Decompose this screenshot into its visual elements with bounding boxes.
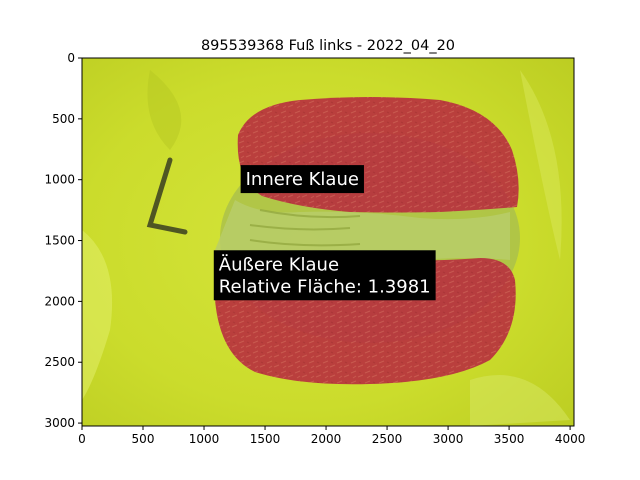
- x-tick-label: 4000: [555, 432, 586, 446]
- y-axis: 0 500 1000 1500 2000 2500 3000: [44, 51, 82, 430]
- y-tick-label: 1500: [44, 234, 75, 248]
- axes-frame: [81, 57, 575, 427]
- y-tick-label: 3000: [44, 416, 75, 430]
- x-axis: 0 500 1000 1500 2000 2500 3000 3500 4000: [78, 426, 585, 446]
- chart-title: 895539368 Fuß links - 2022_04_20: [201, 38, 455, 54]
- x-tick-label: 2500: [372, 432, 403, 446]
- annotation-label: Innere Klaue: [240, 165, 364, 194]
- x-tick-label: 3000: [433, 432, 464, 446]
- annotation-box: [213, 250, 436, 301]
- y-tick-label: 1000: [44, 173, 75, 187]
- x-tick-label: 3500: [494, 432, 525, 446]
- x-tick-label: 500: [132, 432, 155, 446]
- y-tick-label: 0: [67, 51, 75, 65]
- inner-claw-mask: [237, 97, 519, 213]
- x-tick-label: 2000: [311, 432, 342, 446]
- photo-image: [82, 58, 574, 426]
- x-tick-label: 1000: [189, 432, 220, 446]
- annotation-box: [240, 165, 364, 194]
- annotation-text: Äußere Klaue: [219, 254, 339, 275]
- x-tick-label: 1500: [250, 432, 281, 446]
- annotation-text: Innere Klaue: [246, 169, 359, 190]
- annotation-text: Relative Fläche: 1.3981: [219, 276, 431, 297]
- y-tick-label: 2500: [44, 355, 75, 369]
- x-tick-label: 0: [78, 432, 86, 446]
- y-tick-label: 500: [52, 112, 75, 126]
- y-tick-label: 2000: [44, 294, 75, 308]
